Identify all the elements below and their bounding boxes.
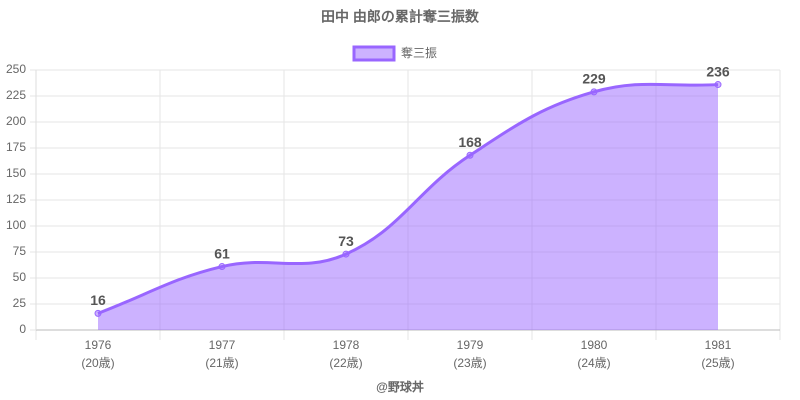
data-label: 16 — [90, 292, 106, 308]
point — [590, 88, 598, 96]
point — [714, 81, 722, 89]
x-tick-sublabel: (20歳) — [81, 356, 114, 370]
point — [466, 151, 474, 159]
y-tick-label: 150 — [6, 166, 26, 180]
y-tick-label: 75 — [13, 244, 27, 258]
chart-title: 田中 由郎の累計奪三振数 — [321, 9, 480, 25]
point — [218, 263, 226, 271]
point — [342, 250, 350, 258]
x-tick-label: 1980 — [581, 338, 608, 352]
x-tick-label: 1979 — [457, 338, 484, 352]
data-label: 229 — [582, 71, 606, 87]
line — [97, 82, 719, 315]
x-tick-sublabel: (25歳) — [701, 356, 734, 370]
legend-label: 奪三振 — [401, 45, 437, 60]
y-tick-label: 50 — [13, 270, 27, 284]
x-tick-sublabel: (21歳) — [205, 356, 238, 370]
area — [98, 84, 718, 331]
data-label: 236 — [706, 63, 730, 79]
y-tick-label: 175 — [6, 140, 26, 154]
y-tick-label: 100 — [6, 218, 26, 232]
y-tick-label: 25 — [13, 296, 27, 310]
data-label: 168 — [458, 134, 482, 150]
x-tick-label: 1978 — [333, 338, 360, 352]
data-label: 61 — [214, 245, 230, 261]
y-tick-label: 250 — [6, 62, 26, 76]
credit: @野球丼 — [376, 379, 424, 394]
legend-swatch — [352, 45, 396, 62]
y-tick-label: 125 — [6, 192, 26, 206]
x-tick-sublabel: (23歳) — [453, 356, 486, 370]
x-tick-label: 1977 — [209, 338, 236, 352]
point — [94, 309, 102, 317]
data-label: 73 — [338, 233, 354, 249]
y-tick-label: 200 — [6, 114, 26, 128]
x-tick-sublabel: (24歳) — [577, 356, 610, 370]
y-tick-label: 225 — [6, 88, 26, 102]
x-tick-label: 1976 — [85, 338, 112, 352]
x-tick-label: 1981 — [705, 338, 732, 352]
y-tick-label: 0 — [19, 322, 26, 336]
x-tick-sublabel: (22歳) — [329, 356, 362, 370]
